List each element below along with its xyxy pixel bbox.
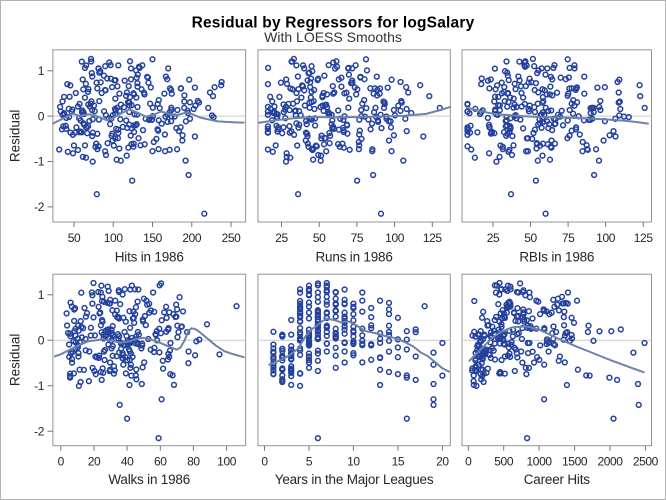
svg-text:-1: -1 — [34, 155, 45, 169]
svg-text:Career Hits: Career Hits — [524, 472, 591, 487]
svg-text:0: 0 — [38, 109, 45, 123]
svg-text:10: 10 — [347, 454, 360, 468]
svg-text:2500: 2500 — [633, 454, 659, 468]
svg-text:500: 500 — [494, 454, 514, 468]
svg-text:1: 1 — [38, 64, 45, 78]
svg-text:-2: -2 — [34, 425, 45, 439]
svg-text:RBIs in 1986: RBIs in 1986 — [519, 250, 594, 265]
svg-text:1500: 1500 — [562, 454, 588, 468]
svg-text:Residual: Residual — [8, 110, 23, 163]
svg-text:Walks in 1986: Walks in 1986 — [108, 472, 190, 487]
svg-text:50: 50 — [313, 231, 326, 245]
svg-text:5: 5 — [306, 454, 313, 468]
svg-text:40: 40 — [121, 454, 134, 468]
svg-text:75: 75 — [351, 231, 364, 245]
svg-text:25: 25 — [487, 231, 500, 245]
svg-text:20: 20 — [88, 454, 101, 468]
svg-text:Hits in 1986: Hits in 1986 — [115, 250, 184, 265]
svg-text:250: 250 — [222, 231, 242, 245]
svg-text:200: 200 — [182, 231, 202, 245]
svg-text:2000: 2000 — [597, 454, 623, 468]
svg-text:50: 50 — [68, 231, 81, 245]
svg-text:125: 125 — [634, 231, 654, 245]
svg-text:20: 20 — [436, 454, 449, 468]
svg-text:0: 0 — [38, 334, 45, 348]
svg-text:100: 100 — [385, 231, 405, 245]
svg-text:75: 75 — [562, 231, 575, 245]
svg-text:-2: -2 — [34, 200, 45, 214]
svg-text:100: 100 — [596, 231, 616, 245]
svg-text:Residual by Regressors for log: Residual by Regressors for logSalary — [192, 15, 475, 32]
svg-text:25: 25 — [275, 231, 288, 245]
svg-text:1: 1 — [38, 288, 45, 302]
svg-text:15: 15 — [392, 454, 405, 468]
svg-text:80: 80 — [187, 454, 200, 468]
svg-text:60: 60 — [154, 454, 167, 468]
svg-text:-1: -1 — [34, 379, 45, 393]
svg-text:50: 50 — [524, 231, 537, 245]
svg-text:100: 100 — [217, 454, 237, 468]
svg-text:150: 150 — [143, 231, 163, 245]
svg-text:Runs in 1986: Runs in 1986 — [316, 250, 393, 265]
svg-text:0: 0 — [58, 454, 65, 468]
svg-text:With LOESS Smooths: With LOESS Smooths — [264, 29, 402, 45]
svg-text:0: 0 — [465, 454, 472, 468]
svg-text:Years in the Major Leagues: Years in the Major Leagues — [275, 472, 434, 487]
svg-text:100: 100 — [104, 231, 124, 245]
svg-text:0: 0 — [261, 454, 268, 468]
svg-text:Residual: Residual — [8, 334, 23, 387]
svg-text:1000: 1000 — [527, 454, 553, 468]
svg-text:125: 125 — [423, 231, 443, 245]
